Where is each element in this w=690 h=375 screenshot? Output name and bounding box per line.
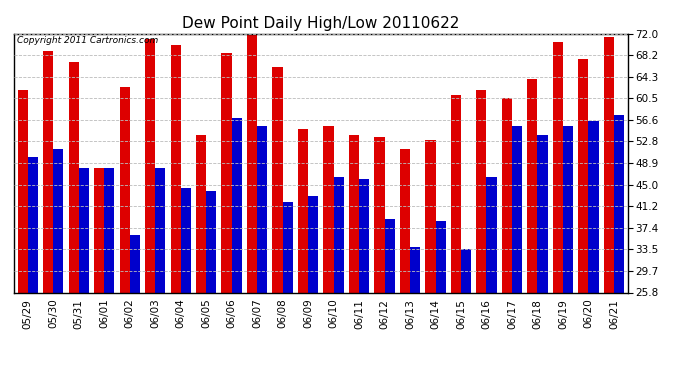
- Bar: [578, 59, 589, 292]
- Bar: [130, 236, 140, 292]
- Bar: [604, 36, 614, 292]
- Bar: [476, 90, 486, 292]
- Bar: [461, 249, 471, 292]
- Bar: [502, 98, 512, 292]
- Bar: [145, 39, 155, 292]
- Bar: [324, 126, 333, 292]
- Bar: [206, 190, 217, 292]
- Title: Dew Point Daily High/Low 20110622: Dew Point Daily High/Low 20110622: [182, 16, 460, 31]
- Bar: [308, 196, 318, 292]
- Bar: [43, 51, 53, 292]
- Bar: [349, 135, 359, 292]
- Bar: [359, 179, 369, 292]
- Bar: [170, 45, 181, 292]
- Bar: [221, 53, 232, 292]
- Bar: [79, 168, 89, 292]
- Bar: [375, 137, 384, 292]
- Bar: [384, 219, 395, 292]
- Bar: [563, 126, 573, 292]
- Bar: [486, 177, 497, 292]
- Bar: [410, 247, 420, 292]
- Bar: [155, 168, 166, 292]
- Bar: [68, 62, 79, 292]
- Bar: [425, 140, 435, 292]
- Bar: [538, 135, 548, 292]
- Bar: [232, 118, 242, 292]
- Bar: [400, 148, 410, 292]
- Bar: [451, 95, 461, 292]
- Bar: [527, 78, 538, 292]
- Bar: [589, 120, 599, 292]
- Bar: [181, 188, 191, 292]
- Bar: [435, 221, 446, 292]
- Bar: [247, 34, 257, 292]
- Bar: [273, 68, 283, 292]
- Bar: [28, 157, 38, 292]
- Bar: [553, 42, 563, 292]
- Bar: [333, 177, 344, 292]
- Bar: [614, 115, 624, 292]
- Bar: [104, 168, 115, 292]
- Bar: [283, 202, 293, 292]
- Bar: [196, 135, 206, 292]
- Bar: [53, 148, 63, 292]
- Bar: [512, 126, 522, 292]
- Bar: [94, 168, 104, 292]
- Bar: [298, 129, 308, 292]
- Text: Copyright 2011 Cartronics.com: Copyright 2011 Cartronics.com: [17, 36, 158, 45]
- Bar: [18, 90, 28, 292]
- Bar: [119, 87, 130, 292]
- Bar: [257, 126, 267, 292]
